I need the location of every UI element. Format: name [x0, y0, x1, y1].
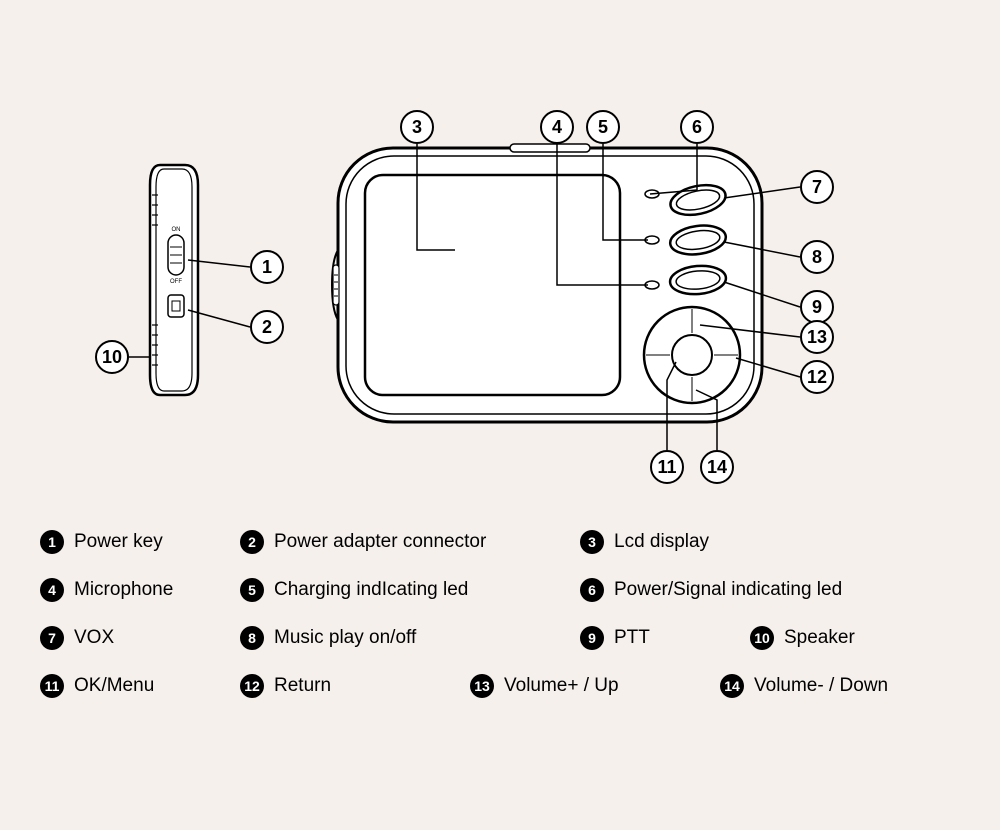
legend-bullet: 11: [40, 674, 64, 698]
legend-item-8: 8 Music play on/off: [240, 626, 550, 650]
legend-item-11: 11 OK/Menu: [40, 674, 210, 698]
legend-bullet: 14: [720, 674, 744, 698]
legend-label: Return: [274, 675, 331, 697]
callout-10: 10: [95, 340, 129, 374]
legend-bullet: 7: [40, 626, 64, 650]
legend-item-14: 14 Volume- / Down: [720, 674, 920, 698]
legend-item-10: 10 Speaker: [750, 626, 890, 650]
callout-8: 8: [800, 240, 834, 274]
legend-bullet: 6: [580, 578, 604, 602]
legend-label: OK/Menu: [74, 675, 154, 697]
legend-item-7: 7 VOX: [40, 626, 210, 650]
callout-11: 11: [650, 450, 684, 484]
legend-label: Speaker: [784, 627, 855, 649]
legend-label: PTT: [614, 627, 650, 649]
legend-row: 11 OK/Menu 12 Return 13 Volume+ / Up 14 Volume-…: [40, 674, 960, 698]
legend-label: Power/Signal indicating led: [614, 579, 842, 601]
legend-label: Volume+ / Up: [504, 675, 619, 697]
legend-row: 1 Power key 2 Power adapter connector 3 Lcd d…: [40, 530, 960, 554]
legend-label: Volume- / Down: [754, 675, 888, 697]
callout-1: 1: [250, 250, 284, 284]
legend-bullet: 2: [240, 530, 264, 554]
legend-bullet: 9: [580, 626, 604, 650]
legend-label: Power key: [74, 531, 163, 553]
legend-bullet: 8: [240, 626, 264, 650]
callout-4: 4: [540, 110, 574, 144]
callout-5: 5: [586, 110, 620, 144]
legend-bullet: 3: [580, 530, 604, 554]
legend-item-2: 2 Power adapter connector: [240, 530, 550, 554]
callout-7: 7: [800, 170, 834, 204]
legend-row: 7 VOX 8 Music play on/off 9 PTT 10 Speaker: [40, 626, 960, 650]
callout-6: 6: [680, 110, 714, 144]
legend-label: Power adapter connector: [274, 531, 486, 553]
callout-9: 9: [800, 290, 834, 324]
legend-row: 4 Microphone 5 Charging indIcating led 6 Powe…: [40, 578, 960, 602]
legend-item-13: 13 Volume+ / Up: [470, 674, 690, 698]
callout-12: 12: [800, 360, 834, 394]
legend-bullet: 4: [40, 578, 64, 602]
legend-bullet: 1: [40, 530, 64, 554]
callout-2: 2: [250, 310, 284, 344]
legend-item-5: 5 Charging indIcating led: [240, 578, 550, 602]
callout-14: 14: [700, 450, 734, 484]
legend-label: Charging indIcating led: [274, 579, 468, 601]
legend-label: Music play on/off: [274, 627, 416, 649]
legend-label: VOX: [74, 627, 114, 649]
legend-item-9: 9 PTT: [580, 626, 720, 650]
legend-bullet: 10: [750, 626, 774, 650]
legend-bullet: 12: [240, 674, 264, 698]
legend-item-1: 1 Power key: [40, 530, 210, 554]
leader-lines: [0, 50, 1000, 480]
callout-3: 3: [400, 110, 434, 144]
diagram-area: ON OFF: [0, 50, 1000, 480]
legend-label: Microphone: [74, 579, 173, 601]
legend-item-12: 12 Return: [240, 674, 440, 698]
legend-bullet: 13: [470, 674, 494, 698]
legend-label: Lcd display: [614, 531, 709, 553]
legend-item-6: 6 Power/Signal indicating led: [580, 578, 880, 602]
legend-item-4: 4 Microphone: [40, 578, 210, 602]
legend-item-3: 3 Lcd display: [580, 530, 780, 554]
legend-area: 1 Power key 2 Power adapter connector 3 Lcd d…: [40, 530, 960, 722]
legend-bullet: 5: [240, 578, 264, 602]
callout-13: 13: [800, 320, 834, 354]
